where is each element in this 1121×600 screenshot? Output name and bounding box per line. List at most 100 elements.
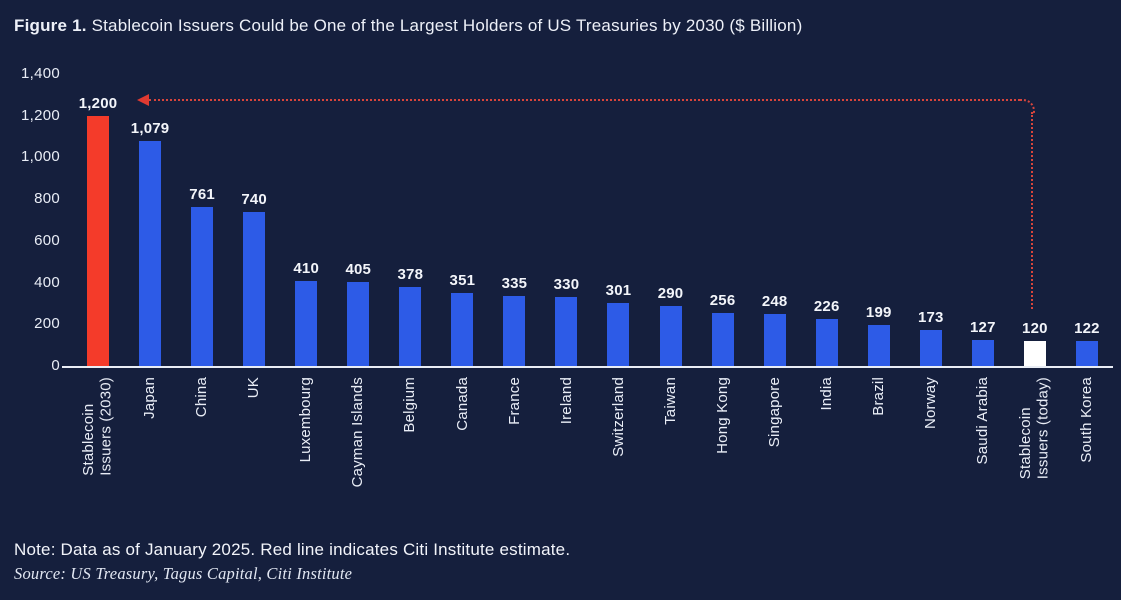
bar	[867, 324, 890, 366]
bar	[295, 280, 318, 366]
x-axis-label-cell: Hong Kong	[697, 377, 749, 547]
x-axis-label: China	[193, 377, 211, 418]
bar-value-label: 740	[241, 190, 267, 208]
bar-column: 290	[645, 74, 697, 366]
x-axis-label-cell: Saudi Arabia	[957, 377, 1009, 547]
bar-value-label: 120	[1022, 319, 1048, 337]
bar-value-label: 378	[397, 266, 424, 284]
x-axis-label: South Korea	[1078, 377, 1096, 463]
bar-value-label: 226	[813, 297, 840, 315]
bar-column: 127	[957, 74, 1009, 366]
x-axis-label: Hong Kong	[713, 377, 731, 454]
x-axis-label-cell: Singapore	[749, 377, 801, 547]
bar	[1023, 340, 1046, 366]
x-axis-label: Cayman Islands	[349, 377, 367, 488]
bar	[243, 211, 266, 366]
bar-column: 122	[1061, 74, 1113, 366]
bar	[971, 339, 994, 366]
y-axis-tick-label: 600	[34, 231, 60, 249]
bar-column: 256	[697, 74, 749, 366]
bar-column: 226	[801, 74, 853, 366]
x-axis-label-cell: India	[801, 377, 853, 547]
bar-column: 740	[228, 74, 280, 366]
bar-value-label: 335	[501, 275, 528, 293]
x-axis-label: France	[505, 377, 523, 425]
bar-value-label: 256	[709, 291, 736, 309]
y-axis-tick-label: 400	[34, 273, 60, 291]
x-axis-label: Taiwan	[661, 377, 679, 425]
y-axis-tick-label: 1,400	[20, 65, 60, 82]
x-axis-label-cell: Canada	[436, 377, 488, 547]
bar	[139, 140, 162, 366]
bar-column: 301	[592, 74, 644, 366]
bar-value-label: 122	[1074, 319, 1100, 337]
y-axis-tick-label: 1,200	[20, 106, 60, 124]
bar	[347, 281, 370, 366]
bar-column: 351	[436, 74, 488, 366]
bar	[763, 314, 786, 366]
figure-title: Figure 1. Stablecoin Issuers Could be On…	[14, 16, 802, 36]
x-axis-labels: Stablecoin Issuers (2030) Japan China UK Lux…	[72, 377, 1113, 547]
figure-title-text: Stablecoin Issuers Could be One of the L…	[91, 16, 803, 35]
bar-value-label: 1,200	[78, 94, 118, 112]
x-axis-label-cell: Stablecoin Issuers (today)	[1009, 377, 1061, 547]
x-axis-label-cell: Belgium	[384, 377, 436, 547]
estimate-dotted-line-vertical	[1031, 112, 1033, 309]
bar-value-label: 1,079	[130, 119, 170, 137]
x-axis-label-cell: Brazil	[853, 377, 905, 547]
bar	[503, 296, 526, 366]
bar	[607, 303, 630, 366]
bar-column: 405	[332, 74, 384, 366]
bar	[87, 115, 110, 366]
x-axis-label-cell: Japan	[124, 377, 176, 547]
x-axis-label: Saudi Arabia	[973, 377, 991, 465]
bar	[659, 305, 682, 366]
bar-value-label: 173	[917, 308, 944, 326]
bar-column: 120	[1009, 74, 1061, 366]
bar-value-label: 405	[345, 260, 372, 278]
x-axis-label: Singapore	[765, 377, 783, 448]
x-axis-label: Switzerland	[609, 377, 627, 457]
x-axis-label-cell: Norway	[905, 377, 957, 547]
x-axis-label: Belgium	[401, 377, 419, 433]
x-axis-label-cell: Taiwan	[645, 377, 697, 547]
bar	[1075, 340, 1098, 366]
source-text: Source: US Treasury, Tagus Capital, Citi…	[14, 564, 353, 583]
x-axis-label-cell: Cayman Islands	[332, 377, 384, 547]
bar-value-label: 410	[293, 259, 320, 277]
note-text: Note: Data as of January 2025. Red line …	[14, 540, 571, 559]
bar-value-label: 248	[761, 293, 788, 311]
bar	[919, 329, 942, 366]
bar-column: 335	[488, 74, 540, 366]
bar-column: 1,200	[72, 74, 124, 366]
x-axis-label-cell: Ireland	[540, 377, 592, 547]
bar	[191, 207, 214, 366]
bar-column: 330	[540, 74, 592, 366]
x-axis-label: Japan	[141, 377, 159, 419]
x-axis-label-cell: China	[176, 377, 228, 547]
bar-column: 1,079	[124, 74, 176, 366]
x-axis-label-cell: South Korea	[1061, 377, 1113, 547]
bar-column: 410	[280, 74, 332, 366]
x-axis-label-cell: Switzerland	[592, 377, 644, 547]
y-axis-tick-label: 1,000	[20, 148, 60, 166]
bar-column: 248	[749, 74, 801, 366]
x-axis-label: Stablecoin Issuers (today)	[1017, 377, 1052, 480]
y-axis-tick-label: 800	[34, 190, 60, 208]
x-axis-label: Luxembourg	[297, 377, 315, 463]
bar	[555, 297, 578, 366]
bar-column: 199	[853, 74, 905, 366]
estimate-dotted-line-horizontal	[149, 99, 1020, 101]
bar-value-label: 127	[970, 318, 996, 336]
bar-value-label: 761	[189, 186, 215, 204]
bar-column: 173	[905, 74, 957, 366]
bar	[815, 318, 838, 366]
x-axis-line	[62, 366, 1113, 368]
x-axis-label: UK	[245, 377, 263, 399]
x-axis-label: Canada	[453, 377, 471, 431]
x-axis-label: India	[817, 377, 835, 411]
figure-number: Figure 1.	[14, 16, 87, 35]
bar	[711, 312, 734, 366]
plot-area: 1,200 1,079 761 740 410 405 378 351 335 330 301 290…	[72, 74, 1113, 366]
